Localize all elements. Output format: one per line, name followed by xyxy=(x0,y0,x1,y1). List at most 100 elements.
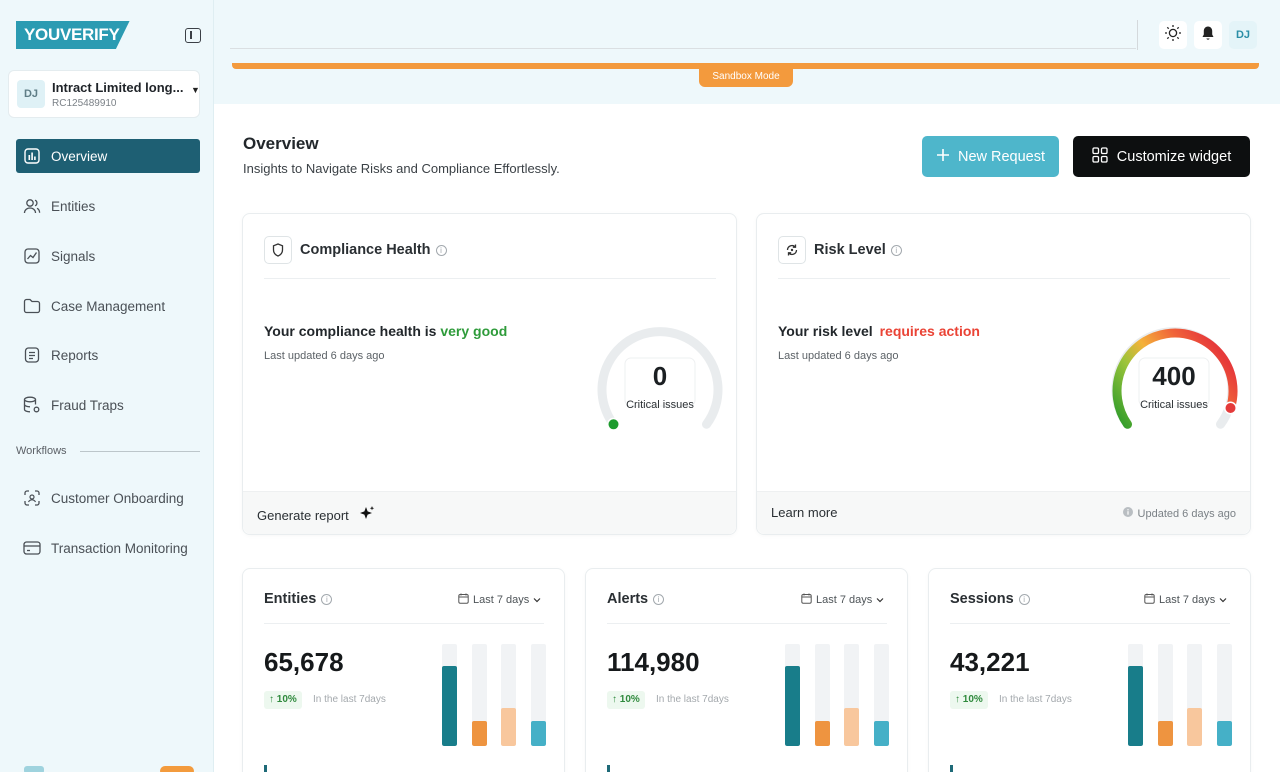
bar-track xyxy=(1216,644,1232,746)
sidebar-item-label: Signals xyxy=(51,248,96,264)
generate-report-link[interactable]: Generate report xyxy=(257,505,376,526)
sidebar-item-reports[interactable]: Reports xyxy=(16,338,200,372)
sandbox-toggle[interactable] xyxy=(160,766,194,772)
sidebar-item-label: Overview xyxy=(51,148,108,164)
top-bar xyxy=(214,0,1280,104)
sidebar-item-fraud-traps[interactable]: Fraud Traps xyxy=(16,388,200,422)
compliance-status-value: very good xyxy=(440,323,508,339)
footer-updated: Updated 6 days ago xyxy=(1122,507,1236,520)
info-icon[interactable]: i xyxy=(653,594,665,605)
users-icon xyxy=(23,197,41,215)
signal-chart-icon xyxy=(23,247,41,265)
date-range-dropdown[interactable]: Last 7 days xyxy=(1144,593,1227,607)
info-icon[interactable]: i xyxy=(890,245,902,256)
info-filled-icon xyxy=(1122,507,1133,520)
bar-track xyxy=(814,644,830,746)
organization-switcher[interactable]: DJ Intract Limited long... RC125489910 ▼ xyxy=(8,70,200,118)
bar-track xyxy=(844,644,859,746)
info-icon[interactable]: i xyxy=(321,594,333,605)
compliance-gauge xyxy=(597,327,723,431)
youverify-logo[interactable]: YOUVERIFY xyxy=(16,21,130,49)
stat-value: 43,221 xyxy=(950,647,1030,677)
card-title: Risk Level i xyxy=(814,242,902,258)
sparkle-icon xyxy=(358,505,376,526)
sidebar-item-label: Transaction Monitoring xyxy=(51,540,188,556)
section-divider xyxy=(80,451,200,452)
date-range-dropdown[interactable]: Last 7 days xyxy=(801,593,884,607)
bar-track xyxy=(471,644,487,746)
bar-track xyxy=(1128,644,1143,746)
new-request-button[interactable]: New Request xyxy=(922,136,1059,177)
stat-title: Alerts i xyxy=(607,591,665,607)
trend-note: In the last 7days xyxy=(999,694,1072,705)
sidebar-item-label: Entities xyxy=(51,198,96,214)
bar xyxy=(814,720,830,746)
customize-widget-label: Customize widget xyxy=(1116,148,1232,165)
sidebar-item-overview[interactable]: Overview xyxy=(16,139,200,173)
gauge-indicator-dot xyxy=(608,419,619,430)
help-icon[interactable] xyxy=(24,766,44,772)
notifications-button[interactable] xyxy=(1194,21,1222,49)
risk-cycle-icon xyxy=(778,236,806,264)
card-footer: Learn more Updated 6 days ago xyxy=(757,491,1250,534)
org-avatar: DJ xyxy=(17,80,45,108)
gauge-indicator-dot xyxy=(1225,403,1236,413)
card-footer: Generate report xyxy=(243,491,736,534)
bar-track xyxy=(530,644,546,746)
risk-status: Your risk level requires action xyxy=(778,323,980,339)
learn-more-link[interactable]: Learn more xyxy=(771,505,838,520)
risk-status-value: requires action xyxy=(879,323,980,339)
sandbox-banner xyxy=(232,63,1259,69)
sidebar-item-entities[interactable]: Entities xyxy=(16,189,200,223)
critical-issues-count: 400 xyxy=(1152,361,1196,391)
bar-track xyxy=(785,644,800,746)
card-divider xyxy=(607,623,887,624)
user-avatar[interactable]: DJ xyxy=(1229,21,1257,49)
page-title: Overview xyxy=(243,134,319,153)
bar xyxy=(785,666,800,746)
face-scan-icon xyxy=(23,489,41,507)
bar xyxy=(442,666,457,746)
sandbox-mode-badge: Sandbox Mode xyxy=(699,68,793,87)
workflows-section-label: Workflows xyxy=(16,445,67,457)
theme-toggle-button[interactable] xyxy=(1159,21,1187,49)
bar xyxy=(1216,720,1232,746)
trend-badge: ↑ 10% xyxy=(607,691,645,709)
stat-footer-marker xyxy=(607,765,610,772)
sidebar-item-signals[interactable]: Signals xyxy=(16,239,200,273)
stat-title: Entities i xyxy=(264,591,333,607)
sidebar-item-label: Case Management xyxy=(51,298,166,314)
shield-icon xyxy=(264,236,292,264)
trend-badge: ↑ 10% xyxy=(950,691,988,709)
bar-chart-icon xyxy=(23,147,41,165)
critical-issues-label: Critical issues xyxy=(626,399,694,411)
info-icon[interactable]: i xyxy=(435,245,447,256)
customize-widget-button[interactable]: Customize widget xyxy=(1073,136,1250,177)
compliance-health-card: Compliance Health i Your compliance healt… xyxy=(242,213,737,535)
report-icon xyxy=(23,346,41,364)
info-icon[interactable]: i xyxy=(1018,594,1030,605)
bar xyxy=(501,708,516,746)
sidebar-item-customer-onboarding[interactable]: Customer Onboarding xyxy=(16,481,200,515)
stat-value: 65,678 xyxy=(264,647,344,677)
stat-footer-marker xyxy=(264,765,267,772)
folder-icon xyxy=(23,297,41,315)
bar xyxy=(844,708,859,746)
database-gear-icon xyxy=(23,396,41,414)
sessions-stat-card: Sessions i Last 7 days 43,221 ↑ 10% In th… xyxy=(928,568,1251,772)
sidebar-item-case-management[interactable]: Case Management xyxy=(16,289,200,323)
sidebar-collapse-icon[interactable] xyxy=(185,28,201,43)
bar-track xyxy=(1187,644,1202,746)
entities-stat-card: Entities i Last 7 days 65,678 ↑ 10% In th… xyxy=(242,568,565,772)
bar xyxy=(471,720,487,746)
calendar-icon xyxy=(1144,593,1155,607)
trend-badge: ↑ 10% xyxy=(264,691,302,709)
risk-level-card: Risk Level i Your risk level requires act… xyxy=(756,213,1251,535)
date-range-dropdown[interactable]: Last 7 days xyxy=(458,593,541,607)
chevron-down-icon xyxy=(533,594,541,606)
card-title: Compliance Health i xyxy=(300,242,447,258)
sidebar-item-transaction-monitoring[interactable]: Transaction Monitoring xyxy=(16,531,200,565)
plus-icon xyxy=(936,148,950,166)
stat-value: 114,980 xyxy=(607,647,700,677)
trend-note: In the last 7days xyxy=(313,694,386,705)
